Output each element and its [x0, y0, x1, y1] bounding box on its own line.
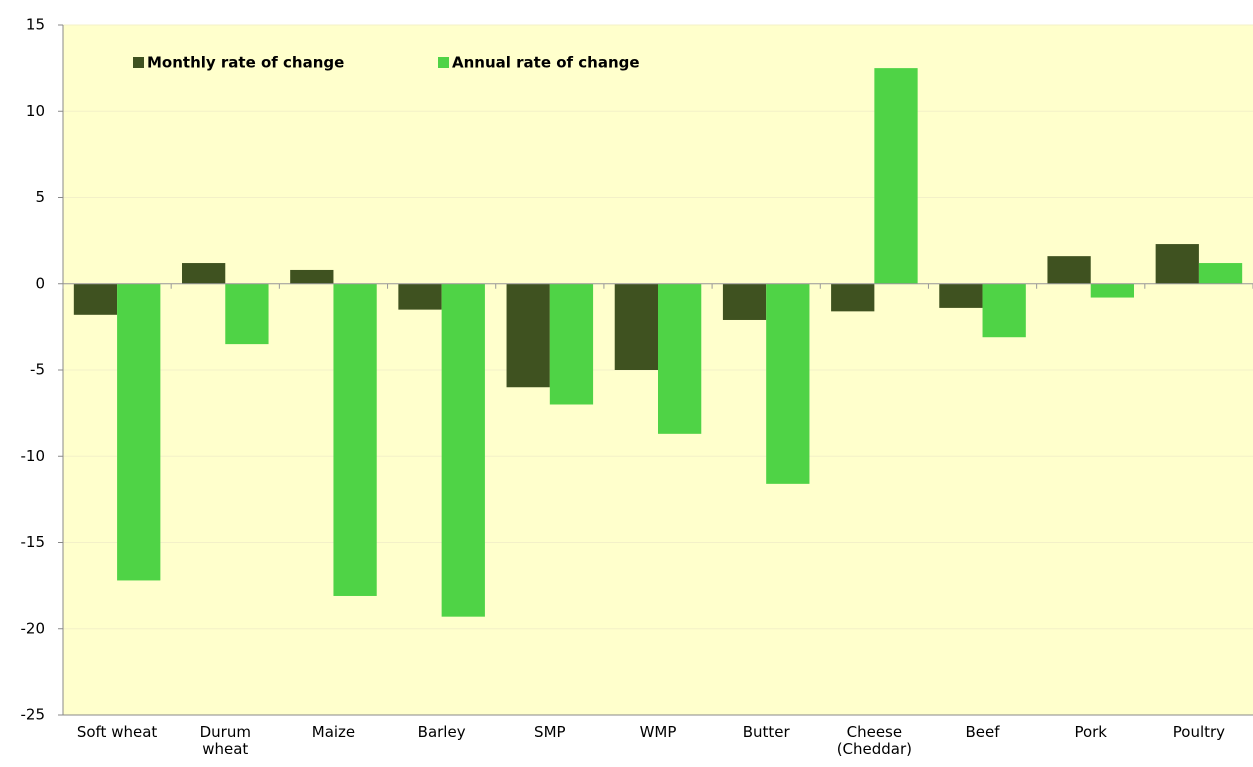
x-tick-label: Soft wheat: [76, 723, 158, 741]
bar: [722, 283, 767, 320]
legend-label: Monthly rate of change: [147, 54, 344, 72]
x-tick-label: Maize: [311, 723, 356, 741]
bar: [225, 283, 269, 345]
x-tick-label: Beef: [965, 723, 1000, 741]
x-tick-label: Pork: [1074, 723, 1107, 741]
bar: [549, 283, 594, 405]
x-tick-label: Durum wheat: [199, 723, 251, 758]
y-tick-label: -10: [21, 447, 46, 465]
y-tick-label: -25: [21, 706, 46, 724]
bar: [658, 283, 702, 434]
bar: [398, 283, 442, 310]
y-tick-label: -20: [21, 619, 46, 637]
bar: [1047, 256, 1091, 284]
legend-swatch: [438, 57, 449, 68]
y-tick-label: -15: [21, 533, 46, 551]
y-tick-label: 10: [26, 102, 45, 120]
bar: [441, 283, 485, 617]
x-tick-label: Butter: [742, 723, 790, 741]
x-tick-label: Barley: [417, 723, 466, 741]
bar: [1155, 244, 1199, 284]
bar: [1090, 283, 1134, 298]
bar: [766, 283, 810, 484]
bar: [290, 269, 334, 284]
y-tick-label: 5: [35, 188, 45, 206]
bar: [333, 283, 377, 596]
bar: [831, 283, 875, 312]
bar: [939, 283, 983, 308]
x-tick-label: WMP: [639, 723, 677, 741]
legend-swatch: [133, 57, 144, 68]
y-tick-label: 0: [35, 274, 45, 292]
bar: [982, 283, 1026, 338]
y-tick-label: -5: [30, 361, 45, 379]
x-tick-label: SMP: [534, 723, 566, 741]
legend-label: Annual rate of change: [452, 54, 640, 72]
bar: [506, 283, 550, 388]
bar: [73, 283, 118, 315]
bar: [614, 283, 658, 370]
bar: [874, 68, 918, 284]
x-tick-label: Cheese (Cheddar): [836, 723, 913, 758]
bar: [117, 283, 161, 581]
x-tick-label: Poultry: [1172, 723, 1226, 741]
bar: [182, 263, 226, 284]
y-tick-label: 15: [26, 16, 45, 34]
bar: [1198, 263, 1243, 284]
